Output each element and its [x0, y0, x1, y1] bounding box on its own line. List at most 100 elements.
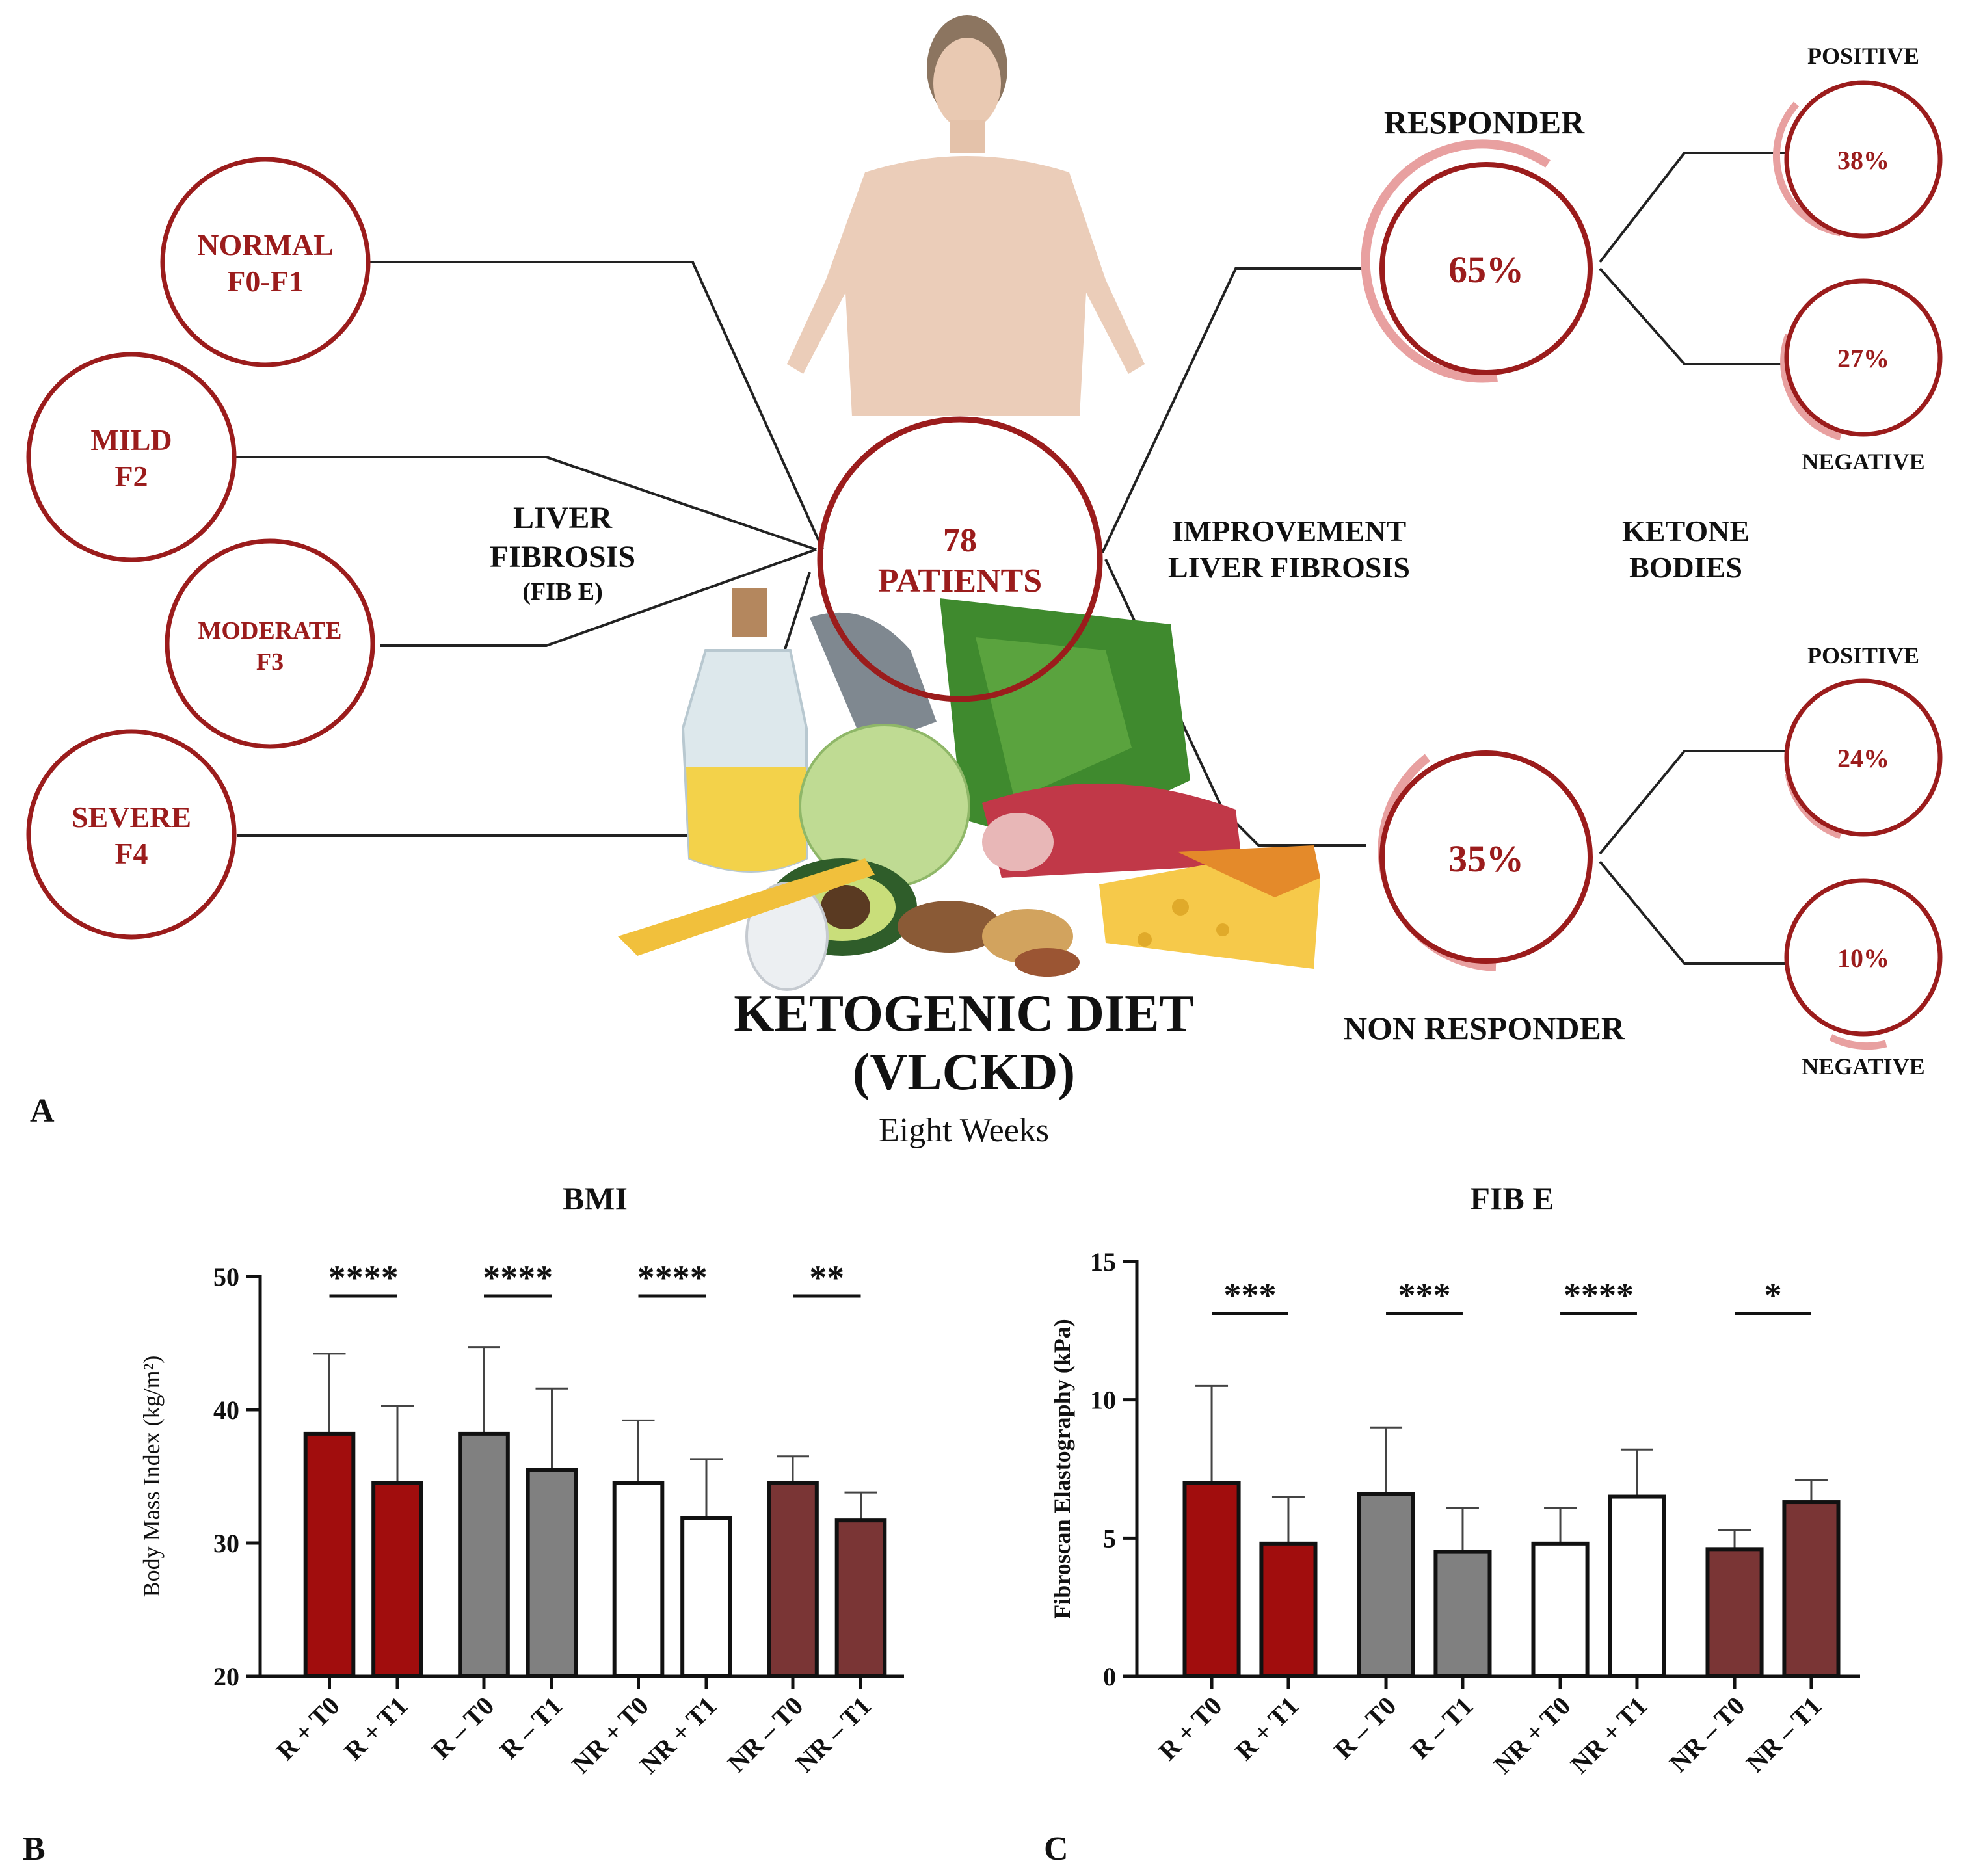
stage-moderate-name: MODERATE [198, 617, 342, 644]
nr-pos-label: POSITIVE [1807, 642, 1919, 668]
liver-fibrosis-line2: FIBROSIS [490, 540, 635, 574]
x-tick-label: R – T0 [426, 1691, 499, 1765]
circle-mild [26, 352, 237, 562]
panel-a: NORMAL F0-F1 MILD F2 MODERATE F3 SEVERE … [26, 15, 1943, 1149]
significance-stars: ** [809, 1258, 844, 1297]
liver-fibrosis-line1: LIVER [513, 501, 613, 535]
panel-c-label: C [1044, 1830, 1069, 1868]
significance-stars: **** [1564, 1276, 1634, 1315]
significance-stars: * [1764, 1276, 1782, 1315]
x-tick-label: R + T1 [1229, 1691, 1304, 1766]
bar [680, 1516, 732, 1679]
y-axis-label: Body Mass Index (kg/m²) [139, 1356, 165, 1598]
bar [526, 1468, 578, 1678]
bar [1531, 1541, 1590, 1679]
y-tick-label: 0 [1103, 1662, 1116, 1691]
y-tick-label: 20 [213, 1662, 239, 1691]
y-tick-label: 30 [213, 1529, 239, 1558]
ketone-line1: KETONE [1622, 514, 1750, 548]
responder-circle [1379, 162, 1593, 375]
nonresponder-label: NON RESPONDER [1344, 1010, 1625, 1046]
nr-neg-percent: 10% [1837, 944, 1889, 973]
bar [834, 1518, 887, 1678]
stage-normal-name: NORMAL [197, 228, 334, 261]
bar [1357, 1492, 1415, 1679]
r-neg-percent: 27% [1837, 344, 1889, 373]
responder-arc [1361, 139, 1551, 383]
r-neg-circle [1784, 278, 1943, 437]
bar [1782, 1500, 1841, 1679]
y-tick-label: 15 [1090, 1247, 1116, 1276]
connector-normal [368, 261, 824, 550]
bar [1433, 1550, 1492, 1679]
r-neg-label: NEGATIVE [1802, 449, 1924, 475]
chart-title: BMI [563, 1180, 628, 1217]
patients-circle [817, 416, 1103, 702]
y-tick-label: 5 [1103, 1524, 1116, 1553]
bar [1608, 1494, 1666, 1679]
bar [1259, 1541, 1318, 1679]
x-tick-label: NR + T1 [1565, 1691, 1653, 1779]
y-tick-label: 50 [213, 1262, 239, 1291]
r-neg-arc [1780, 334, 1842, 441]
stage-normal-grade: F0-F1 [227, 265, 304, 298]
improvement-line1: IMPROVEMENT [1172, 514, 1406, 548]
connector-nr-pos [1599, 750, 1785, 855]
liver-fibrosis-line3: (FIB E) [522, 578, 603, 605]
diet-title: KETOGENIC DIET [734, 985, 1194, 1042]
bar [1182, 1481, 1241, 1678]
bar [458, 1431, 510, 1678]
nr-neg-label: NEGATIVE [1802, 1053, 1924, 1079]
nr-neg-arc [1829, 1034, 1887, 1050]
x-tick-label: R – T1 [494, 1691, 568, 1765]
ketogenic-food-illustration [618, 588, 1320, 991]
ketone-circles [1773, 80, 1943, 1050]
circle-moderate [165, 538, 375, 749]
y-axis-label: Fibroscan Elastography (kPa) [1049, 1319, 1075, 1618]
connector-r-neg [1599, 267, 1785, 365]
responder-percent: 65% [1448, 248, 1524, 291]
significance-stars: **** [483, 1258, 553, 1297]
responder-label: RESPONDER [1384, 104, 1585, 140]
x-tick-label: NR – T0 [1664, 1691, 1750, 1778]
ketone-line2: BODIES [1629, 551, 1742, 584]
connector-r-pos [1599, 152, 1785, 263]
stage-severe-name: SEVERE [72, 800, 191, 834]
chart-title: FIB E [1470, 1180, 1554, 1217]
nr-neg-circle [1784, 878, 1943, 1037]
x-tick-label: R – T1 [1405, 1691, 1478, 1765]
x-tick-label: R + T0 [271, 1691, 345, 1766]
x-tick-label: NR – T1 [790, 1691, 876, 1778]
stage-mild-grade: F2 [114, 460, 148, 493]
bar [767, 1481, 819, 1678]
significance-stars: **** [328, 1258, 399, 1297]
connector-moderate [380, 548, 817, 647]
circle-severe [26, 729, 237, 940]
nr-pos-percent: 24% [1837, 744, 1889, 773]
diet-duration: Eight Weeks [879, 1112, 1049, 1149]
y-tick-label: 10 [1090, 1386, 1116, 1415]
x-tick-label: NR – T1 [1740, 1691, 1827, 1778]
x-tick-label: R + T0 [1152, 1691, 1227, 1766]
bar [1705, 1547, 1764, 1679]
nonresponder-percent: 35% [1448, 838, 1524, 880]
diet-abbr: (VLCKD) [853, 1044, 1075, 1101]
connector-nr-neg [1599, 860, 1785, 965]
r-pos-label: POSITIVE [1807, 43, 1919, 69]
stage-severe-grade: F4 [114, 837, 148, 870]
r-pos-percent: 38% [1837, 146, 1889, 175]
significance-stars: *** [1224, 1276, 1277, 1315]
nr-pos-circle [1784, 678, 1943, 837]
patients-label: PATIENTS [878, 562, 1042, 600]
chart-fibe: FIB E Fibroscan Elastography (kPa) 0 5 10 15 R… [1049, 1180, 1860, 1779]
significance-stars: **** [637, 1258, 708, 1297]
significance-stars: *** [1398, 1276, 1451, 1315]
connector-mild [234, 456, 817, 551]
patients-count: 78 [943, 522, 977, 559]
x-tick-label: NR – T0 [722, 1691, 808, 1778]
bar [612, 1481, 665, 1678]
bar [371, 1481, 423, 1678]
x-tick-label: R – T0 [1328, 1691, 1402, 1765]
x-tick-label: NR + T0 [1488, 1691, 1576, 1779]
